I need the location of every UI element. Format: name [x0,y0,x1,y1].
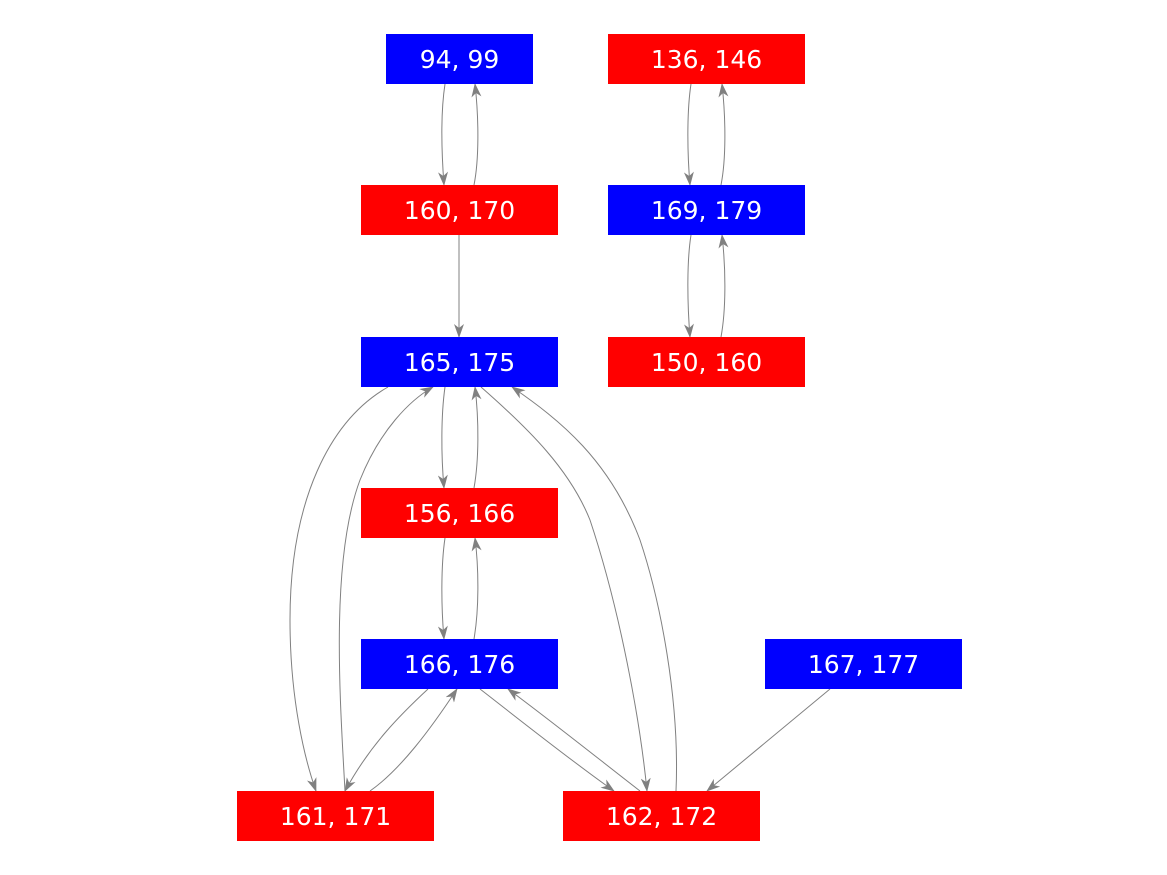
node-n169: 169, 179 [608,185,805,235]
node-n150: 150, 160 [608,337,805,387]
edge-n165-to-n156 [437,386,448,489]
edge-n162-to-n166 [507,688,641,792]
node-n162: 162, 172 [563,791,760,841]
edge-n166-to-n161 [344,688,429,792]
edge-n165-to-n162 [480,386,651,792]
edge-n165-to-n161 [289,386,389,792]
node-n166: 166, 176 [361,639,558,689]
edge-n166-to-n162 [479,688,615,792]
edge-n156-to-n166 [437,537,448,640]
node-n160: 160, 170 [361,185,558,235]
node-n156: 156, 166 [361,488,558,538]
edge-n156-to-n165 [471,386,482,489]
edge-n166-to-n156 [471,537,482,640]
node-n94: 94, 99 [386,34,533,84]
edge-n162-to-n165 [511,386,677,792]
node-n167: 167, 177 [765,639,962,689]
edge-n167-to-n162 [706,688,831,792]
edge-n160-to-n94 [471,83,482,186]
edge-n161-to-n165 [338,386,434,792]
edge-n150-to-n169 [718,234,729,338]
edge-n136-to-n169 [683,83,694,186]
edge-n161-to-n166 [369,688,458,792]
node-n136: 136, 146 [608,34,805,84]
edge-n169-to-n136 [718,83,729,186]
edge-n169-to-n150 [683,234,694,338]
node-n165: 165, 175 [361,337,558,387]
edge-n94-to-n160 [438,83,449,186]
node-n161: 161, 171 [237,791,434,841]
